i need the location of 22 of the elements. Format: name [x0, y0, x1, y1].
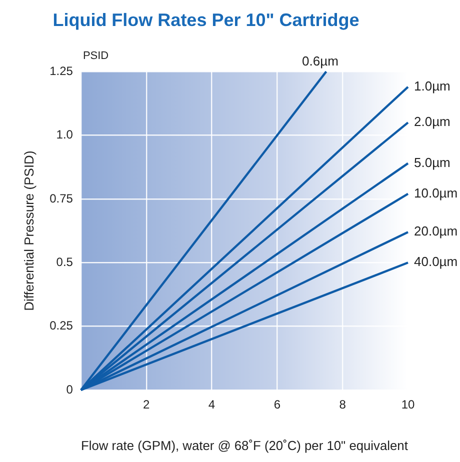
series-label: 20.0µm [414, 224, 458, 239]
series-label: 40.0µm [414, 254, 458, 270]
series-label: 2.0µm [414, 114, 450, 130]
series-label: 5.0µm [414, 154, 450, 170]
x-tick-label: 6 [274, 398, 281, 412]
y-tick-label: 1.0 [56, 128, 74, 142]
chart-title: Liquid Flow Rates Per 10" Cartridge [52, 10, 360, 30]
series-label: 1.0µm [414, 78, 450, 94]
text: PSID [82, 50, 109, 62]
y-tick-label: 0.5 [56, 254, 74, 269]
x-tick-label: 10 [401, 398, 415, 412]
y-tick-label: 1.25 [50, 64, 74, 78]
x-tick-label: 8 [339, 398, 346, 412]
series-label: 0.6µm [302, 54, 338, 69]
y-axis-title: Differential Pressure (PSID) [21, 150, 36, 311]
y-tick-label: 0.25 [50, 318, 74, 333]
y-tick-label: 0 [66, 382, 74, 396]
x-tick-label: 4 [208, 398, 216, 412]
y-tick-label: 0.75 [50, 191, 74, 206]
x-tick-label: 2 [143, 398, 150, 412]
x-axis-title: Flow rate (GPM), water @ 68˚F (20˚C) per 10" equivalent [81, 438, 408, 453]
series-label: 10.0µm [414, 185, 458, 200]
